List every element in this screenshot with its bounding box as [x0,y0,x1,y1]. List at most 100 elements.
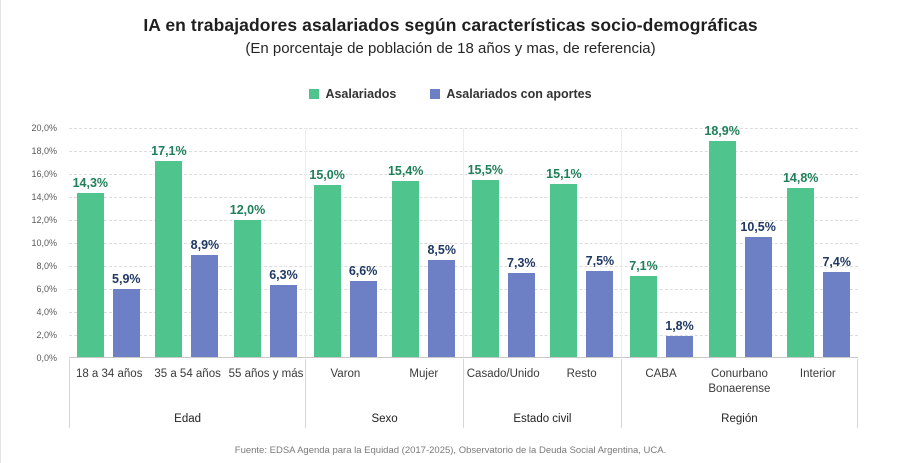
category-label-cell: 18 a 34 años [70,359,148,428]
legend-label-asalariados: Asalariados [325,87,397,101]
category-cell: 7,1% 1,8% [622,128,701,357]
label-group-edad: 18 a 34 años 35 a 54 años 55 años y más Eda… [69,359,305,428]
category-cell: 17,1% 8,9% [148,128,227,357]
chart-subtitle: (En porcentaje de población de 18 años y… [245,40,656,57]
bar-pair: 15,4% 8,5% [388,128,456,357]
category-cell: 14,8% 7,4% [779,128,858,357]
bar-value-label: 14,8% [782,170,819,185]
legend-swatch-aportes [430,89,441,99]
bar-asalariados: 17,1% [151,144,187,357]
legend-item-aportes: Asalariados con aportes [430,87,592,101]
bar-group-estado-civil: 15,5% 7,3% 15,1% 7,5% [463,128,621,357]
label-group-sexo: Varon Mujer Sexo [305,359,463,428]
bar-value-label: 15,1% [546,167,582,182]
bar-asalariados: 14,8% [783,171,818,357]
legend-label-aportes: Asalariados con aportes [446,87,592,101]
category-label-cell: Varon [306,359,384,428]
label-group-estado-civil: Casado/Unido Resto Estado civil [463,359,621,428]
category-label: Mujer [409,368,439,380]
bar-value-label: 18,9% [704,123,740,138]
bar-value-label: 7,4% [822,255,851,270]
category-label-cell: Casado/Unido [464,359,542,428]
category-label: CABA [645,368,677,380]
bar-asalariados-con-aportes: 7,5% [586,254,614,357]
bar-value-label: 7,3% [507,256,536,271]
legend-swatch-asalariados [309,89,320,99]
bar-pair: 12,0% 6,3% [230,128,298,357]
category-label: Resto [566,368,597,380]
category-cell: 15,4% 8,5% [384,128,463,357]
bar-asalariados: 15,0% [309,168,345,357]
y-tick-label: 16,0% [31,169,57,179]
bar-value-label: 1,8% [665,319,694,334]
category-cell: 15,1% 7,5% [543,128,622,357]
bar-asalariados: 7,1% [629,259,658,357]
y-tick-label: 2,0% [36,330,57,340]
category-cell: 14,3% 5,9% [69,128,148,357]
bar-asalariados-con-aportes: 1,8% [665,319,694,357]
bar-asalariados-con-aportes: 7,3% [507,256,536,357]
chart-title: IA en trabajadores asalariados según car… [143,15,758,35]
y-tick-label: 20,0% [31,123,57,133]
y-tick-label: 6,0% [36,284,57,294]
category-label-cell: Resto [542,359,620,428]
bar-asalariados-con-aportes: 6,6% [349,264,377,357]
bar-value-label: 10,5% [740,219,776,234]
category-label: Varon [330,368,361,380]
bar-pair: 15,0% 6,6% [309,128,377,357]
group-label: Región [721,413,758,425]
bar-asalariados: 18,9% [704,124,740,357]
chart-legend: Asalariados Asalariados con aportes [1,87,900,101]
category-cell: 15,0% 6,6% [306,128,385,357]
bar-group-edad: 14,3% 5,9% 17,1% 8,9% 12,0% 6,3% [69,128,305,357]
y-axis: 0,0% 2,0% 4,0% 6,0% 8,0% 10,0% 12,0% 14,0% 16,0%… [1,123,63,363]
category-label-cell: 35 a 54 años [148,359,226,428]
category-label: Casado/Unido [466,368,540,380]
group-label: Edad [174,413,202,425]
bar-asalariados: 15,1% [546,167,582,357]
bar-pair: 14,3% 5,9% [73,128,141,357]
bar-asalariados-con-aportes: 7,4% [822,255,851,357]
bar-value-label: 14,3% [72,176,109,191]
category-label-cell: Interior [779,359,857,428]
bar-asalariados-con-aportes: 10,5% [740,220,776,357]
category-label: 18 a 34 años [75,368,143,380]
category-label: Conurbano Bonaerense [708,368,771,395]
group-label: Estado civil [513,413,572,425]
bar-asalariados-con-aportes: 6,3% [269,268,298,357]
bar-value-label: 17,1% [151,144,187,159]
category-label-cell: CABA [622,359,700,428]
source-note: Fuente: EDSA Agenda para la Equidad (201… [234,445,667,456]
bar-group-sexo: 15,0% 6,6% 15,4% 8,5% [304,128,463,357]
bar-asalariados-con-aportes: 5,9% [112,272,141,357]
y-tick-label: 12,0% [31,215,57,225]
category-label: 55 años y más [228,368,304,380]
bar-value-label: 5,9% [112,272,141,287]
bar-value-label: 7,5% [585,254,615,269]
bar-asalariados: 15,4% [388,164,423,357]
y-tick-label: 14,0% [31,192,57,202]
y-tick-label: 0,0% [36,353,57,363]
bar-pair: 14,8% 7,4% [783,128,851,357]
bar-value-label: 6,6% [348,264,378,279]
category-cell: 12,0% 6,3% [226,128,305,357]
bar-asalariados: 14,3% [73,176,108,357]
bar-pair: 17,1% 8,9% [151,128,219,357]
bar-asalariados: 15,5% [468,163,503,357]
y-tick-label: 8,0% [36,261,57,271]
bar-pair: 15,5% 7,3% [468,128,536,357]
bar-asalariados-con-aportes: 8,9% [191,238,219,357]
bar-pair: 18,9% 10,5% [704,124,776,357]
bar-value-label: 8,5% [427,242,456,257]
x-axis-labels: 18 a 34 años 35 a 54 años 55 años y más Eda… [69,359,858,428]
group-label: Sexo [371,413,398,425]
bar-value-label: 12,0% [229,202,266,217]
bar-value-label: 15,0% [309,168,345,183]
plot-area: 14,3% 5,9% 17,1% 8,9% 12,0% 6,3% 15,0% 6,6% 15,4… [69,124,858,358]
category-label: Interior [799,368,836,380]
legend-item-asalariados: Asalariados [309,87,396,101]
category-label: 35 a 54 años [154,368,221,380]
bar-value-label: 8,9% [190,238,220,253]
category-label-cell: Conurbano Bonaerense [700,359,778,428]
